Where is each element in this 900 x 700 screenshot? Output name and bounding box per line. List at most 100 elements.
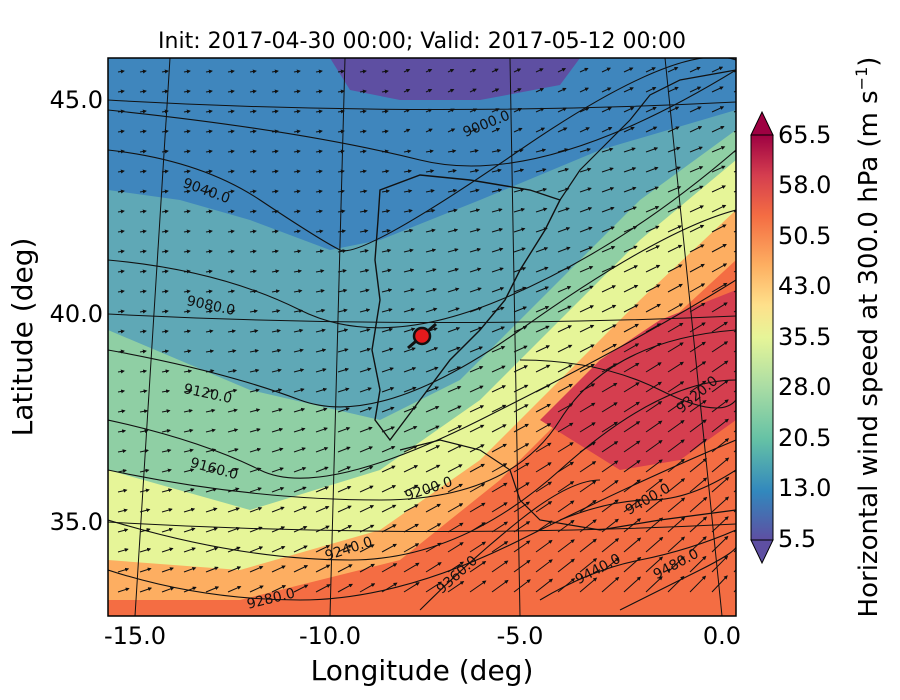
wind-arrow bbox=[491, 287, 505, 293]
wind-arrow bbox=[535, 462, 552, 473]
wind-arrow bbox=[161, 586, 175, 593]
geopotential-contour-line bbox=[559, 469, 736, 521]
colorbar: 65.5 58.0 50.5 43.0 35.5 28.0 20.5 13.0 … bbox=[750, 57, 884, 618]
wind-arrow bbox=[205, 149, 213, 154]
wind-arrow bbox=[689, 496, 708, 513]
wind-arrow bbox=[403, 327, 416, 333]
geopotential-contour-line bbox=[108, 209, 736, 408]
wind-arrow bbox=[557, 167, 570, 173]
wind-arrow bbox=[183, 408, 193, 413]
wind-arrow bbox=[293, 169, 301, 174]
wind-arrow bbox=[601, 127, 613, 133]
wind-arrow bbox=[183, 249, 191, 254]
wind-arrow bbox=[579, 266, 594, 273]
wind-arrow bbox=[249, 408, 261, 413]
wind-arrow bbox=[315, 249, 324, 254]
wind-arrow bbox=[359, 268, 370, 273]
colorbar-tick-label: 13.0 bbox=[778, 474, 831, 502]
wind-arrow bbox=[579, 363, 595, 373]
wind-arrow bbox=[381, 89, 389, 94]
wind-arrow bbox=[557, 207, 570, 213]
colorbar-tick-label: 28.0 bbox=[778, 373, 831, 401]
wind-arrow bbox=[557, 578, 576, 593]
wind-arrow bbox=[227, 129, 235, 134]
wind-arrow bbox=[117, 229, 125, 234]
wind-arrow bbox=[425, 88, 433, 93]
wind-arrow bbox=[535, 325, 550, 333]
wind-arrow bbox=[183, 547, 196, 553]
wind-arrow bbox=[601, 441, 619, 453]
wind-arrow bbox=[623, 167, 637, 173]
wind-arrow bbox=[293, 129, 301, 134]
wind-arrow bbox=[491, 365, 506, 373]
wind-arrow bbox=[469, 405, 485, 413]
wind-arrow bbox=[249, 447, 262, 453]
wind-arrow bbox=[161, 69, 169, 74]
wind-arrow bbox=[623, 421, 641, 433]
wind-arrow bbox=[161, 389, 171, 394]
wind-arrow bbox=[227, 189, 235, 194]
wind-arrow bbox=[513, 247, 526, 253]
wind-arrow bbox=[139, 169, 147, 174]
wind-arrow bbox=[601, 499, 619, 513]
wind-arrow bbox=[403, 169, 412, 174]
wind-arrow bbox=[249, 368, 260, 373]
wind-arrow bbox=[381, 524, 397, 533]
wind-arrow bbox=[425, 542, 442, 553]
wind-arrow bbox=[205, 289, 213, 294]
wind-arrow bbox=[469, 228, 481, 233]
wind-arrow bbox=[667, 264, 683, 273]
wind-arrow bbox=[403, 406, 418, 413]
wind-arrow bbox=[711, 496, 730, 513]
wind-arrow bbox=[623, 537, 642, 553]
wind-arrow bbox=[271, 585, 287, 593]
wind-arrow bbox=[513, 88, 522, 93]
colorbar-tick-label: 5.5 bbox=[778, 525, 816, 553]
wind-arrow bbox=[205, 309, 214, 314]
wind-arrow bbox=[117, 329, 125, 334]
wind-arrow bbox=[315, 427, 328, 433]
wind-arrow bbox=[469, 366, 484, 373]
wind-arrow bbox=[557, 187, 570, 193]
geopotential-contour-line bbox=[108, 58, 736, 252]
wind-arrow bbox=[271, 89, 279, 94]
wind-arrow bbox=[337, 544, 353, 553]
wind-arrow bbox=[293, 545, 308, 553]
wind-arrow bbox=[711, 125, 725, 133]
wind-arrow bbox=[711, 341, 729, 353]
wind-arrow bbox=[117, 409, 126, 414]
y-tick-label: 45.0 bbox=[50, 86, 103, 114]
wind-arrow bbox=[205, 69, 213, 74]
wind-arrow bbox=[535, 539, 553, 553]
wind-arrow bbox=[667, 497, 686, 513]
wind-arrow bbox=[425, 484, 441, 493]
wind-arrow bbox=[271, 329, 281, 333]
wind-arrow bbox=[425, 366, 439, 373]
wind-arrow bbox=[381, 149, 389, 154]
wind-arrow bbox=[513, 521, 531, 533]
wind-arrow bbox=[117, 349, 125, 354]
wind-arrow bbox=[579, 344, 595, 353]
wind-arrow bbox=[205, 129, 213, 134]
wind-arrow bbox=[425, 208, 436, 213]
wind-arrow bbox=[315, 584, 331, 593]
wind-arrow bbox=[623, 147, 636, 153]
wind-arrow bbox=[161, 448, 172, 453]
wind-arrow bbox=[271, 129, 279, 134]
wind-arrow bbox=[139, 189, 147, 194]
wind-arrow bbox=[447, 307, 460, 313]
wind-arrow bbox=[491, 128, 501, 133]
wind-arrow bbox=[227, 467, 240, 473]
wind-arrow bbox=[161, 349, 170, 354]
wind-arrow bbox=[601, 167, 614, 173]
colorbar-label: Horizontal wind speed at 300.0 hPa (m s−… bbox=[852, 57, 884, 618]
wind-arrow bbox=[579, 87, 590, 93]
wind-arrow bbox=[315, 189, 323, 194]
geopotential-contour-line bbox=[108, 149, 736, 329]
wind-arrow bbox=[227, 329, 236, 334]
wind-arrow bbox=[359, 446, 374, 453]
wind-arrow bbox=[315, 169, 323, 174]
wind-arrow bbox=[645, 440, 663, 453]
wind-arrow bbox=[117, 269, 125, 274]
wind-arrow bbox=[381, 189, 390, 194]
